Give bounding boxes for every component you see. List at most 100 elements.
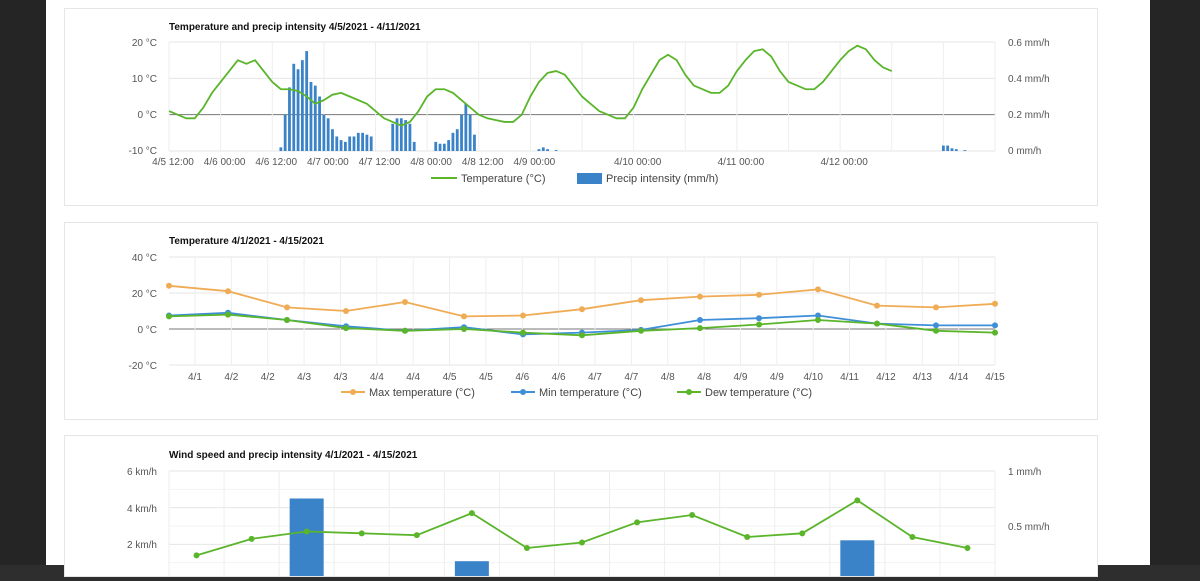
y-right-tick-label: 0.4 mm/h <box>1008 74 1050 85</box>
max-temperature-point <box>520 312 526 319</box>
window-frame-left <box>0 0 46 565</box>
precip-bar <box>309 81 313 151</box>
y-tick-label: 2 km/h <box>127 540 157 551</box>
precip-bar <box>348 136 352 151</box>
x-tick-label: 4/12 00:00 <box>820 157 868 168</box>
x-tick-label: 4/5 <box>479 372 493 383</box>
dew-temperature-point <box>225 311 231 318</box>
precip-bar <box>322 114 326 151</box>
wind-speed-point <box>193 552 200 559</box>
precip-bar <box>546 149 549 151</box>
precip-bar <box>283 114 287 151</box>
dew-temperature-point <box>933 327 939 334</box>
wind-speed-point <box>689 512 696 518</box>
y-tick-label: 10 °C <box>132 74 157 85</box>
x-tick-label: 4/8 12:00 <box>462 157 504 168</box>
x-tick-label: 4/2 <box>224 372 238 383</box>
precip-bar <box>289 498 324 581</box>
max-temperature-point <box>697 293 703 300</box>
chart-wind-precip: Wind speed and precip intensity 4/1/2021… <box>127 450 1050 581</box>
x-tick-label: 4/15 <box>985 372 1005 383</box>
y-right-tick-label: 0.2 mm/h <box>1008 110 1050 121</box>
x-tick-label: 4/9 <box>734 372 748 383</box>
x-tick-label: 4/4 <box>370 372 384 383</box>
y-tick-label: -20 °C <box>129 361 157 372</box>
x-tick-label: 4/8 <box>661 372 675 383</box>
precip-bar <box>292 63 296 151</box>
x-tick-label: 4/10 <box>803 372 823 383</box>
x-tick-label: 4/5 <box>443 372 457 383</box>
precip-bar <box>473 134 476 151</box>
y-tick-label: 40 °C <box>132 253 157 264</box>
precip-bar <box>950 148 954 151</box>
wind-speed-point <box>303 528 310 535</box>
precip-bar <box>442 143 446 151</box>
precip-bar <box>438 143 442 151</box>
precip-bar <box>941 145 945 151</box>
legend-label-dew: Dew temperature (°C) <box>705 387 812 399</box>
y-tick-label: 4 km/h <box>127 504 157 515</box>
min-temperature-point <box>756 315 762 322</box>
precip-bar <box>352 136 356 151</box>
max-temperature-point <box>933 304 939 311</box>
max-temperature-point <box>402 299 408 305</box>
max-temperature-point <box>284 304 290 311</box>
precip-bar <box>460 114 463 151</box>
wind-speed-point <box>579 539 585 546</box>
chart-title: Temperature and precip intensity 4/5/202… <box>169 22 421 33</box>
chart-card-temp-precip: Temperature and precip intensity 4/5/202… <box>64 8 1098 206</box>
chart-card-wind-precip: Wind speed and precip intensity 4/1/2021… <box>64 435 1098 581</box>
min-temperature-point <box>933 322 939 329</box>
chart-temp-precip: Temperature and precip intensity 4/5/202… <box>129 22 1050 185</box>
legend-marker-max <box>350 389 356 395</box>
legend: Max temperature (°C) Min temperature (°C… <box>341 387 812 399</box>
x-tick-label: 4/8 00:00 <box>410 157 452 168</box>
precip-bar <box>464 103 468 151</box>
x-tick-label: 4/10 00:00 <box>614 157 662 168</box>
x-tick-label: 4/4 <box>406 372 420 383</box>
chart-card-temperature: Temperature 4/1/2021 - 4/15/2021 40 °C 2… <box>64 222 1098 420</box>
dew-temperature-point <box>638 327 644 334</box>
precip-bar <box>840 540 875 581</box>
precip-bar <box>343 141 347 151</box>
y-tick-label: 20 °C <box>132 38 157 49</box>
dew-temperature-point <box>343 325 349 332</box>
precip-bar <box>313 85 317 151</box>
min-temperature-point <box>992 322 998 329</box>
precip-bar <box>537 149 541 151</box>
x-tick-label: 4/14 <box>949 372 969 383</box>
precip-bar <box>447 140 451 151</box>
wind-speed-point <box>964 545 971 551</box>
precip-bar <box>391 123 395 151</box>
legend-marker-min <box>520 389 526 395</box>
x-tick-label: 4/6 <box>552 372 566 383</box>
min-temperature-point <box>815 312 821 319</box>
wind-speed-point <box>413 532 420 539</box>
precip-bar <box>300 60 304 151</box>
precip-bar <box>454 561 489 581</box>
page: Temperature and precip intensity 4/5/202… <box>46 0 1150 581</box>
x-tick-label: 4/11 <box>840 372 859 383</box>
x-tick-label: 4/1 <box>188 372 202 383</box>
x-tick-label: 4/3 <box>334 372 348 383</box>
y-tick-label: 6 km/h <box>127 467 157 478</box>
precip-bar <box>468 114 472 151</box>
dew-temperature-point <box>697 325 703 332</box>
wind-speed-point <box>634 519 641 526</box>
precip-bar <box>318 96 321 151</box>
dew-temperature-point <box>874 320 880 327</box>
precip-bar <box>395 118 399 151</box>
max-temperature-point <box>756 291 762 298</box>
dew-temperature-point <box>284 317 290 323</box>
precip-bar <box>326 118 330 151</box>
y-right-tick-label: 1 mm/h <box>1008 467 1041 478</box>
max-temperature-point <box>579 306 585 313</box>
max-temperature-point <box>874 302 880 309</box>
dew-temperature-point <box>520 329 526 336</box>
precip-bar <box>361 132 364 151</box>
wind-speed-point <box>909 534 916 540</box>
precip-bar <box>365 134 369 151</box>
precip-bar <box>954 149 958 151</box>
x-tick-label: 4/13 <box>913 372 933 383</box>
wind-speed-point <box>468 510 475 517</box>
